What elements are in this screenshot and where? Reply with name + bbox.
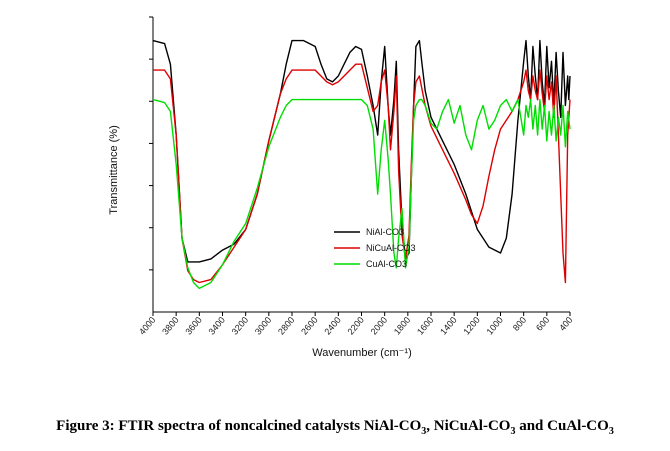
caption-text-2: , NiCuAl-CO xyxy=(426,418,511,434)
x-tick-label: 3200 xyxy=(230,315,251,337)
chart-series xyxy=(152,39,571,290)
x-tick-label: 4000 xyxy=(137,315,158,337)
x-tick-label: 1400 xyxy=(438,315,459,337)
caption-sub-3: 3 xyxy=(608,426,614,437)
x-tick-label: 400 xyxy=(557,315,574,333)
legend-label-1: NiAl-CO3 xyxy=(366,227,404,237)
x-tick-label: 2600 xyxy=(299,315,320,337)
series-line-2 xyxy=(153,63,571,284)
x-tick-label: 3600 xyxy=(183,315,204,337)
x-tick-label: 3400 xyxy=(206,315,227,337)
caption-sub-1: 3 xyxy=(421,426,427,437)
series-line-3 xyxy=(152,98,571,290)
legend-label-2: NiCuAl-CO3 xyxy=(366,243,416,253)
x-tick-label: 800 xyxy=(511,315,528,333)
x-tick-label: 1000 xyxy=(484,315,505,337)
x-axis-ticks: 4000 3800 3600 3400 3200 3000 2800 2600 2400 2200… xyxy=(137,312,575,337)
x-tick-label: 2200 xyxy=(345,315,366,337)
figure-caption: Figure 3: FTIR spectra of noncalcined ca… xyxy=(0,418,670,437)
x-tick-label: 2000 xyxy=(369,315,390,337)
x-tick-label: 3000 xyxy=(253,315,274,337)
caption-text-3: and CuAl-CO xyxy=(515,418,609,434)
legend-label-3: CuAl-CO3 xyxy=(366,259,407,269)
ftir-chart: 4000 3800 3600 3400 3200 3000 2800 2600 2400 2200… xyxy=(108,16,575,359)
x-tick-label: 1800 xyxy=(392,315,413,337)
chart-axes xyxy=(152,17,570,313)
x-tick-label: 2800 xyxy=(276,315,297,337)
series-line-1 xyxy=(152,39,571,263)
x-tick-label: 3800 xyxy=(160,315,181,337)
caption-sub-2: 3 xyxy=(510,426,516,437)
caption-text-1: Figure 3: FTIR spectra of noncalcined ca… xyxy=(56,418,422,434)
x-tick-label: 600 xyxy=(534,315,551,333)
x-axis-title: Wavenumber (cm⁻¹) xyxy=(312,347,412,359)
x-tick-label: 1600 xyxy=(415,315,436,337)
x-tick-label: 1200 xyxy=(461,315,482,337)
chart-legend: NiAl-CO3 NiCuAl-CO3 CuAl-CO3 xyxy=(334,227,416,269)
x-tick-label: 2400 xyxy=(322,315,343,337)
y-axis-ticks xyxy=(149,16,153,271)
y-axis-title: Transmittance (%) xyxy=(108,125,120,214)
